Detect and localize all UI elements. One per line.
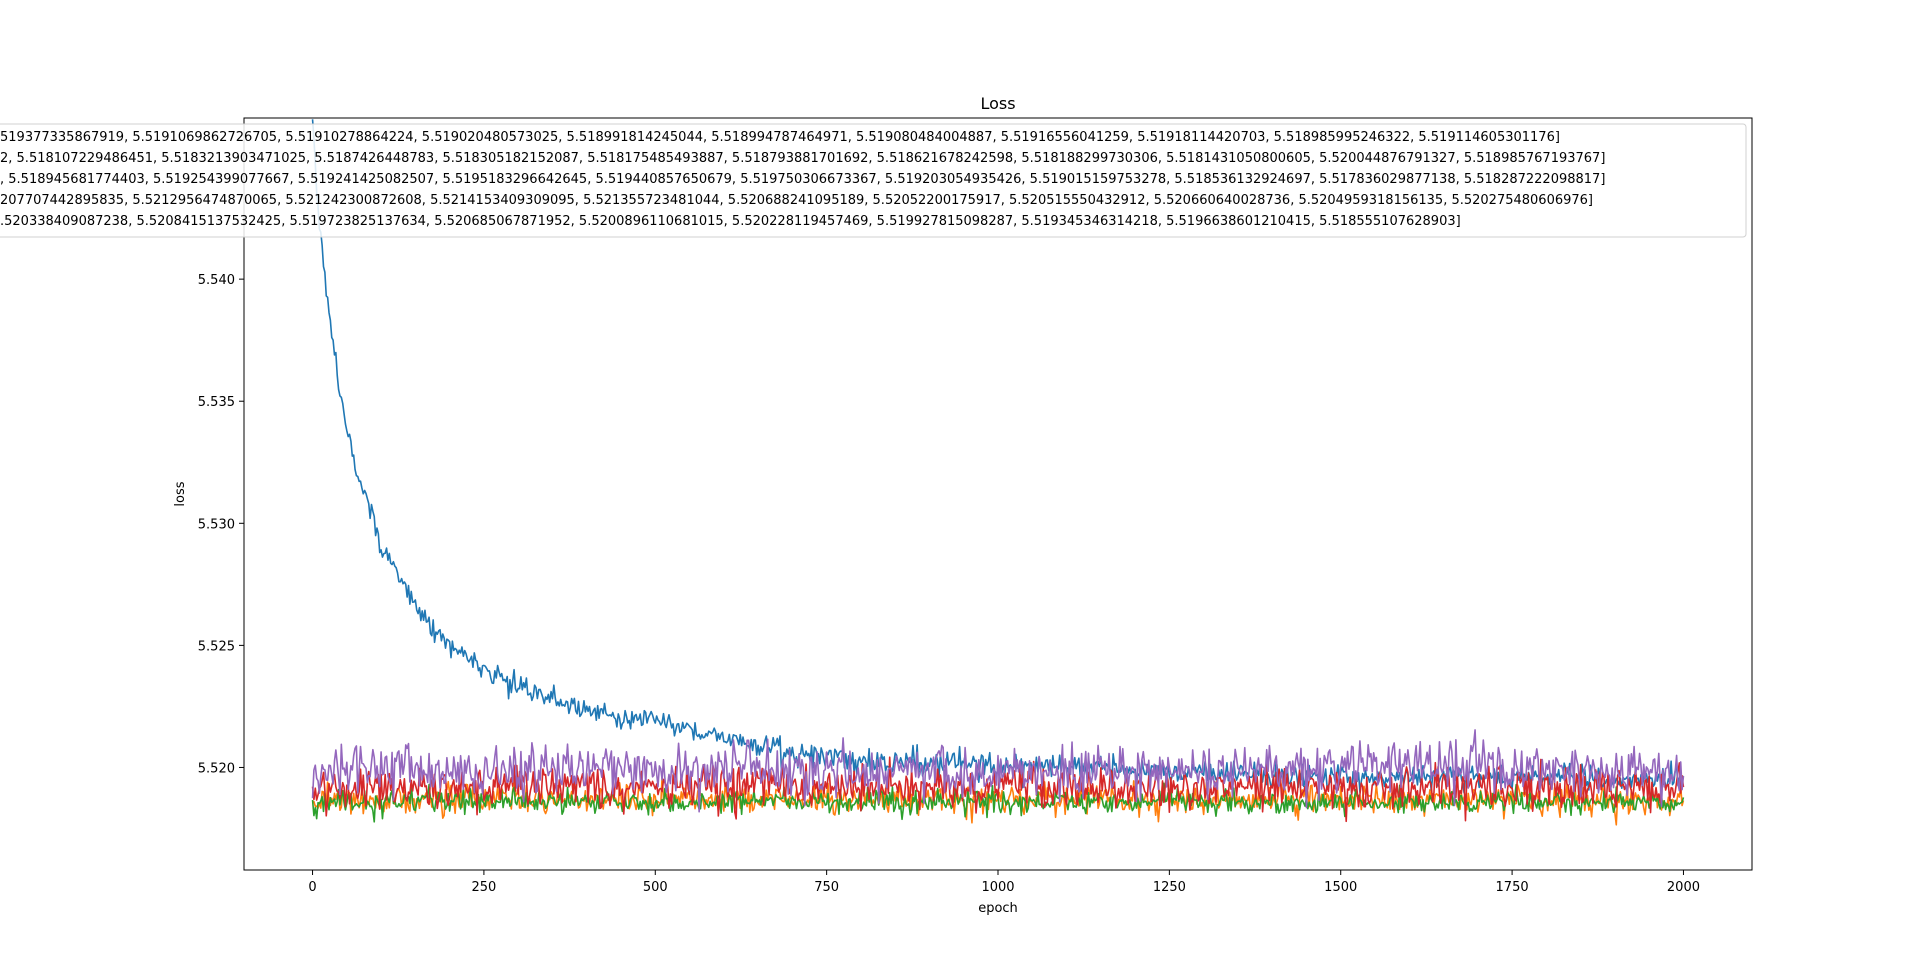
x-tick-label: 750 [814,880,839,895]
y-tick-label: 5.540 [198,273,235,288]
legend-entry: 2, 5.518107229486451, 5.5183213903471025… [0,151,1605,166]
y-axis-ticks: 5.520 5.525 5.530 5.535 5.540 [198,273,244,776]
x-tick-label: 500 [643,880,668,895]
x-tick-label: 1000 [981,880,1014,895]
legend-box [0,123,1747,238]
x-axis-ticks: 0 250 500 750 1000 1250 1500 1750 2000 [308,870,1700,895]
x-tick-label: 1750 [1496,880,1529,895]
legend-entry: 519377335867919, 5.5191069862726705, 5.5… [0,130,1560,145]
x-tick-label: 1500 [1324,880,1357,895]
y-axis-label: loss [173,481,188,506]
x-axis-label: epoch [978,901,1018,916]
legend-entry: .520338409087238, 5.5208415137532425, 5.… [0,214,1461,229]
x-tick-label: 1250 [1153,880,1186,895]
legend: 519377335867919, 5.5191069862726705, 5.5… [0,123,1747,238]
chart-title: Loss [980,94,1015,113]
y-tick-label: 5.525 [198,639,235,654]
legend-entry: , 5.518945681774403, 5.519254399077667, … [0,172,1605,187]
legend-entry: 207707442895835, 5.5212956474870065, 5.5… [0,193,1593,208]
series-layer [311,119,1685,826]
y-tick-label: 5.520 [198,761,235,776]
y-tick-label: 5.530 [198,517,235,532]
x-tick-label: 2000 [1667,880,1700,895]
x-tick-label: 250 [471,880,496,895]
series-line-5 [311,729,1685,813]
y-tick-label: 5.535 [198,395,235,410]
x-tick-label: 0 [308,880,316,895]
